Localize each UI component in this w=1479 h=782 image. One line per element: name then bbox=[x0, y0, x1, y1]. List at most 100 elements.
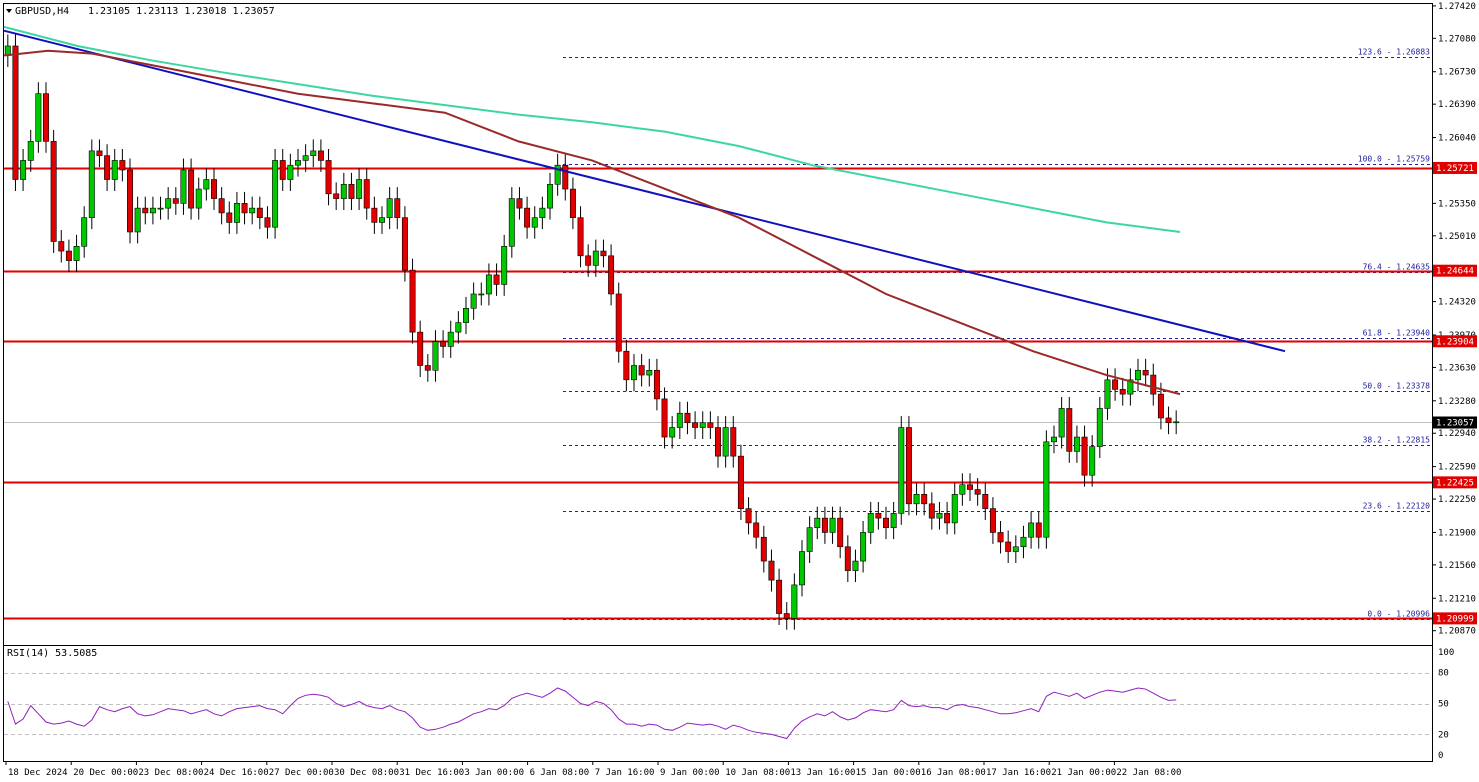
bull-candle bbox=[356, 179, 363, 199]
bear-candle bbox=[104, 155, 111, 180]
bear-candle bbox=[1157, 393, 1164, 419]
y-tick-label: 1.21210 bbox=[1438, 594, 1476, 604]
bear-candle bbox=[1066, 408, 1073, 452]
fib-level-label: 23.6 - 1.22120 bbox=[1363, 502, 1431, 511]
bear-candle bbox=[768, 560, 775, 581]
bear-candle bbox=[1165, 417, 1172, 424]
y-tick-label: 1.26040 bbox=[1438, 134, 1476, 144]
bull-candle bbox=[1135, 369, 1141, 381]
x-tick-label: 18 Dec 2024 bbox=[8, 768, 68, 778]
bear-candle bbox=[409, 269, 416, 333]
rsi-pane-border bbox=[3, 645, 1433, 762]
trendline bbox=[3, 29, 1286, 353]
bear-candle bbox=[1150, 374, 1157, 395]
bear-candle bbox=[844, 546, 851, 571]
bull-candle bbox=[1173, 421, 1180, 424]
level-price-tag-label: 1.20999 bbox=[1436, 614, 1474, 624]
fib-level-label: 76.4 - 1.24635 bbox=[1363, 263, 1431, 272]
bear-candle bbox=[989, 508, 996, 533]
bull-candle bbox=[272, 160, 279, 228]
level-price-tag bbox=[1433, 161, 1477, 174]
y-tick-label: 1.25350 bbox=[1438, 199, 1476, 209]
bear-candle bbox=[982, 493, 989, 509]
bull-candle bbox=[1028, 522, 1035, 538]
bull-candle bbox=[799, 551, 805, 586]
bear-candle bbox=[760, 536, 767, 562]
x-tick-label: 17 Jan 16:00 bbox=[986, 768, 1051, 778]
bear-candle bbox=[401, 217, 408, 271]
bull-candle bbox=[699, 422, 706, 428]
bull-candle bbox=[890, 513, 897, 528]
bull-candle bbox=[852, 560, 859, 571]
bear-candle bbox=[256, 207, 263, 218]
moving-average-line bbox=[3, 49, 1181, 396]
bull-candle bbox=[913, 493, 920, 505]
bear-candle bbox=[516, 198, 523, 209]
bear-candle bbox=[96, 150, 103, 156]
bear-candle bbox=[493, 274, 500, 285]
bull-candle bbox=[1058, 408, 1065, 438]
bear-candle bbox=[333, 193, 340, 199]
x-tick-label: 21 Jan 00:00 bbox=[1051, 768, 1116, 778]
bull-candle bbox=[531, 217, 538, 228]
bear-candle bbox=[1119, 389, 1126, 395]
x-tick-label: 30 Dec 08:00 bbox=[334, 768, 399, 778]
bear-candle bbox=[737, 455, 744, 509]
bull-candle bbox=[180, 169, 187, 204]
bear-candle bbox=[50, 141, 57, 242]
bull-candle bbox=[134, 207, 141, 233]
y-tick-label: 1.23630 bbox=[1438, 363, 1476, 373]
bull-candle bbox=[485, 274, 492, 295]
y-tick-label: 1.22250 bbox=[1438, 495, 1476, 505]
y-tick-label: 1.22590 bbox=[1438, 463, 1476, 473]
bull-candle bbox=[1096, 408, 1103, 447]
bull-candle bbox=[249, 207, 256, 214]
bear-candle bbox=[142, 207, 149, 214]
level-price-tag-label: 1.24644 bbox=[1436, 267, 1474, 277]
level-price-tag-label: 1.22425 bbox=[1436, 478, 1474, 488]
bull-candle bbox=[592, 250, 599, 266]
y-tick-label: 1.22940 bbox=[1438, 429, 1476, 439]
bear-candle bbox=[707, 422, 714, 428]
rsi-scale-label: 80 bbox=[1438, 669, 1449, 679]
bull-candle bbox=[1104, 379, 1111, 409]
bear-candle bbox=[1081, 436, 1088, 476]
rsi-line bbox=[7, 687, 1177, 740]
bull-candle bbox=[1127, 379, 1134, 395]
bear-candle bbox=[172, 198, 179, 204]
bear-candle bbox=[58, 241, 65, 252]
bull-candle bbox=[959, 484, 966, 495]
bull-candle bbox=[73, 245, 80, 261]
level-price-tag bbox=[1433, 612, 1477, 625]
bear-candle bbox=[745, 508, 752, 524]
bear-candle bbox=[363, 179, 370, 209]
bull-candle bbox=[463, 307, 469, 323]
bull-candle bbox=[829, 517, 836, 533]
y-tick-label: 1.27080 bbox=[1438, 34, 1476, 44]
bear-candle bbox=[317, 150, 324, 161]
level-price-tag bbox=[1433, 264, 1477, 277]
x-tick-label: 20 Dec 00:00 bbox=[73, 768, 138, 778]
bear-candle bbox=[974, 489, 981, 495]
symbol-dropdown-icon[interactable] bbox=[6, 9, 12, 13]
bull-candle bbox=[631, 365, 637, 381]
x-tick-label: 15 Jan 00:00 bbox=[856, 768, 921, 778]
bull-candle bbox=[157, 207, 164, 210]
bear-candle bbox=[440, 341, 447, 347]
bear-candle bbox=[608, 255, 615, 295]
y-tick-label: 1.25010 bbox=[1438, 232, 1476, 242]
last-price-tag bbox=[1433, 416, 1477, 429]
bull-candle bbox=[501, 245, 508, 285]
bull-candle bbox=[676, 412, 683, 428]
bull-candle bbox=[88, 150, 95, 218]
bull-candle bbox=[1073, 436, 1080, 452]
bear-candle bbox=[837, 517, 844, 548]
rsi-label: RSI(14) 53.5085 bbox=[7, 648, 97, 659]
bull-candle bbox=[310, 150, 317, 156]
bull-candle bbox=[432, 341, 439, 371]
bull-candle bbox=[165, 198, 172, 209]
bull-candle bbox=[508, 198, 515, 247]
y-tick-label: 1.21900 bbox=[1438, 528, 1476, 538]
y-tick-label: 1.24320 bbox=[1438, 298, 1476, 308]
rsi-layer bbox=[4, 673, 1432, 740]
